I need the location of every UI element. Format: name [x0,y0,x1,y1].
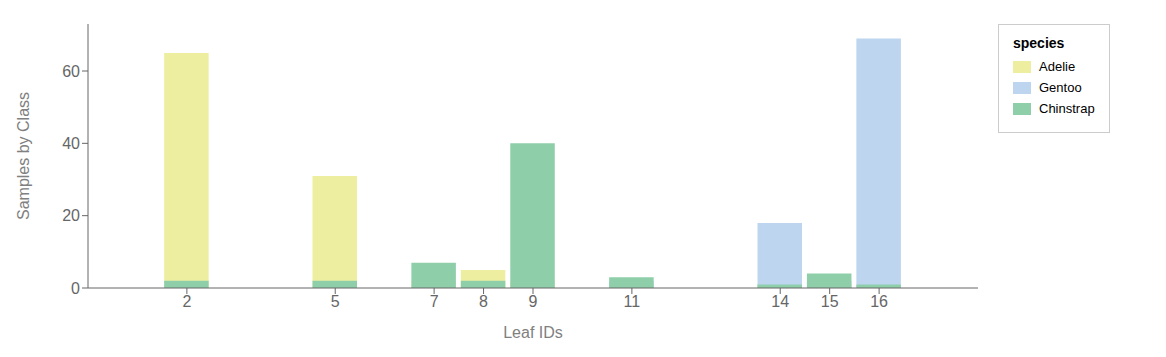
html-text:Gentoo: Gentoo [1039,80,1082,95]
svg-text:8: 8 [479,293,488,310]
html-text:Chinstrap: Chinstrap [1039,101,1095,116]
svg-text:15: 15 [821,293,839,310]
svg-text:11: 11 [624,293,641,310]
html-text:Adelie: Adelie [1039,59,1076,74]
svg-text:Samples by Class: Samples by Class [15,92,32,220]
svg-text:7: 7 [430,293,439,310]
svg-text:20: 20 [62,207,80,224]
svg-text:2: 2 [182,293,191,310]
svg-text:0: 0 [71,280,80,297]
html-text:species: species [1013,35,1065,51]
svg-text:40: 40 [62,135,80,152]
svg-text:16: 16 [870,293,888,310]
svg-text:Leaf IDs: Leaf IDs [503,324,563,341]
svg-text:14: 14 [771,293,789,310]
svg-text:60: 60 [62,63,80,80]
svg-text:9: 9 [529,293,538,310]
svg-text:5: 5 [331,293,340,310]
